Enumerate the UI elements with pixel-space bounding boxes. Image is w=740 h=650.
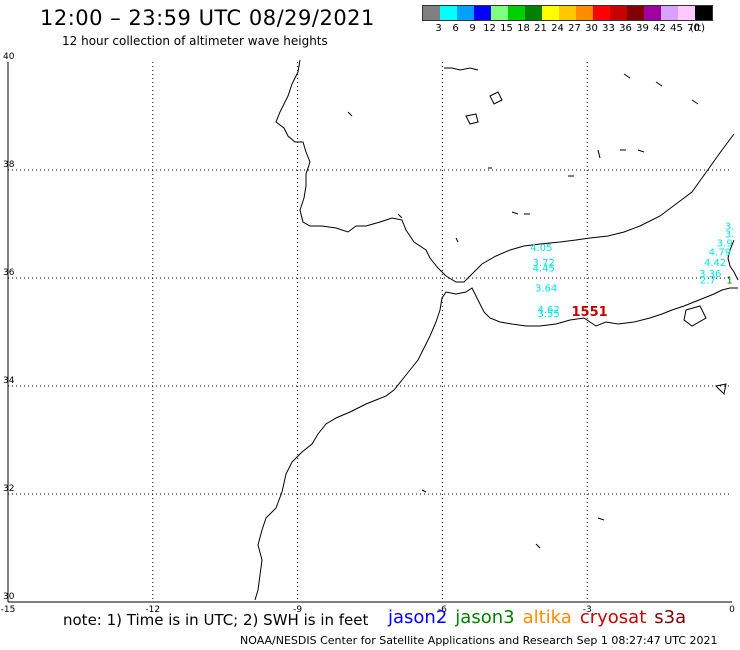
coastline-island xyxy=(714,383,727,396)
legend-label: 39 xyxy=(636,23,649,34)
legend-label: 9 xyxy=(469,23,476,34)
legend-swatch xyxy=(661,6,678,20)
wave-height-label: 3. xyxy=(725,230,735,241)
legend-swatch xyxy=(525,6,542,20)
coastline-island xyxy=(489,91,503,105)
y-tick-label: 32 xyxy=(3,484,14,494)
coastline-island xyxy=(623,73,631,79)
y-tick-label: 38 xyxy=(3,160,15,170)
legend-color-bar xyxy=(422,5,713,21)
x-tick-label: -9 xyxy=(293,605,302,615)
legend-label: 21 xyxy=(534,23,547,34)
legend-swatch xyxy=(474,6,491,20)
legend-label: 24 xyxy=(551,23,564,34)
coastline-spain-north xyxy=(444,67,479,71)
y-tick-label: 36 xyxy=(3,268,15,278)
legend-swatch xyxy=(695,6,712,20)
wave-height-label: 3. xyxy=(725,221,735,232)
coastline-island xyxy=(637,149,645,153)
coastline-island xyxy=(535,543,541,549)
wave-height-label: 3.9 xyxy=(717,239,733,250)
wave-height-label: 3.72 xyxy=(533,258,555,269)
legend-label: 36 xyxy=(619,23,632,34)
footer-credit: NOAA/NESDIS Center for Satellite Applica… xyxy=(240,634,718,647)
coastline-spain-southeast xyxy=(727,239,739,281)
axis-labels: -15 -12 -9 -6 -3 0 40 38 36 34 32 30 xyxy=(1,52,735,615)
wave-height-label: 1551 xyxy=(572,305,608,320)
x-tick-label: -3 xyxy=(583,605,592,615)
legend-label: 18 xyxy=(517,23,530,34)
x-tick-label: -15 xyxy=(1,605,16,615)
note-text: note: 1) Time is in UTC; 2) SWH is in fe… xyxy=(63,611,369,629)
coastline-island xyxy=(465,113,479,125)
coastline-island xyxy=(397,213,403,219)
wave-height-label: 3.64 xyxy=(535,284,557,295)
wave-height-label: 4.62 xyxy=(537,305,559,316)
wave-height-label: 4.45 xyxy=(533,264,555,275)
legend-label: 42 xyxy=(653,23,666,34)
coastline-island xyxy=(347,111,353,117)
legend-swatch xyxy=(576,6,593,20)
grid-lines xyxy=(7,62,732,603)
x-tick-label: -6 xyxy=(438,605,447,615)
legend-swatch xyxy=(491,6,508,20)
satellite-label-s3a: s3a xyxy=(654,607,687,628)
legend-swatch xyxy=(559,6,576,20)
legend-label: 27 xyxy=(568,23,581,34)
legend-label: 6 xyxy=(452,23,459,34)
satellite-label-altika: altika xyxy=(522,607,572,628)
wave-height-label: 4.42 xyxy=(704,258,726,269)
x-tick-label: 0 xyxy=(729,605,735,615)
coastline xyxy=(254,59,739,601)
wave-height-legend: 3 6 9 12 15 18 21 24 27 30 33 36 39 42 45 70 (ft) xyxy=(422,5,713,35)
y-tick-label: 40 xyxy=(3,52,15,62)
legend-swatch xyxy=(644,6,661,20)
legend-label: 15 xyxy=(500,23,513,34)
wave-height-label: 4.79 xyxy=(709,247,731,258)
satellite-label-jason2: jason2 xyxy=(388,607,448,628)
legend-label: 33 xyxy=(602,23,615,34)
legend-label: 3 xyxy=(435,23,442,34)
legend-swatch xyxy=(508,6,525,20)
coastline-island xyxy=(691,99,699,105)
y-tick-label: 34 xyxy=(3,376,15,386)
legend-label: 70 xyxy=(687,23,700,34)
legend-swatch xyxy=(542,6,559,20)
map-title: 12:00 – 23:59 UTC 08/29/2021 xyxy=(40,6,375,30)
satellite-label-jason3: jason3 xyxy=(455,607,515,628)
legend-swatch xyxy=(423,6,440,20)
coastline-iberia-west xyxy=(275,59,735,283)
coastline-island xyxy=(455,237,459,243)
wave-observations: 115514.053.724.453.644.623.553.3.3.94.79… xyxy=(530,221,734,319)
legend-label: 45 xyxy=(670,23,683,34)
legend-swatch xyxy=(610,6,627,20)
legend-swatch xyxy=(678,6,695,20)
legend-label: 12 xyxy=(483,23,496,34)
satellite-legend: jason2 jason3 altika cryosat s3a xyxy=(388,607,694,628)
legend-label: 30 xyxy=(585,23,598,34)
legend-labels: 3 6 9 12 15 18 21 24 27 30 33 36 39 42 45 70 (ft) xyxy=(422,21,713,35)
y-tick-label: 30 xyxy=(3,592,15,602)
wave-height-label: 1 xyxy=(726,275,732,286)
coastline-africa xyxy=(254,287,738,601)
coastline-island xyxy=(655,81,663,87)
coastline-island xyxy=(683,305,707,327)
legend-unit: (ft) xyxy=(689,23,706,34)
wave-height-label: 3.36 xyxy=(699,269,721,280)
coastline-island xyxy=(597,149,601,159)
coastline-island xyxy=(597,517,605,521)
wave-height-label: 3.55 xyxy=(537,309,559,320)
legend-swatch xyxy=(457,6,474,20)
legend-swatch xyxy=(593,6,610,20)
wave-height-label: 4.05 xyxy=(530,243,552,254)
satellite-label-cryosat: cryosat xyxy=(579,607,647,628)
coastline-island xyxy=(421,489,427,493)
legend-swatch xyxy=(440,6,457,20)
x-tick-label: -12 xyxy=(145,605,160,615)
coastline-island xyxy=(511,211,519,215)
wave-height-label: 2.7 xyxy=(700,275,716,286)
legend-swatch xyxy=(627,6,644,20)
map-subtitle: 12 hour collection of altimeter wave hei… xyxy=(62,34,328,48)
